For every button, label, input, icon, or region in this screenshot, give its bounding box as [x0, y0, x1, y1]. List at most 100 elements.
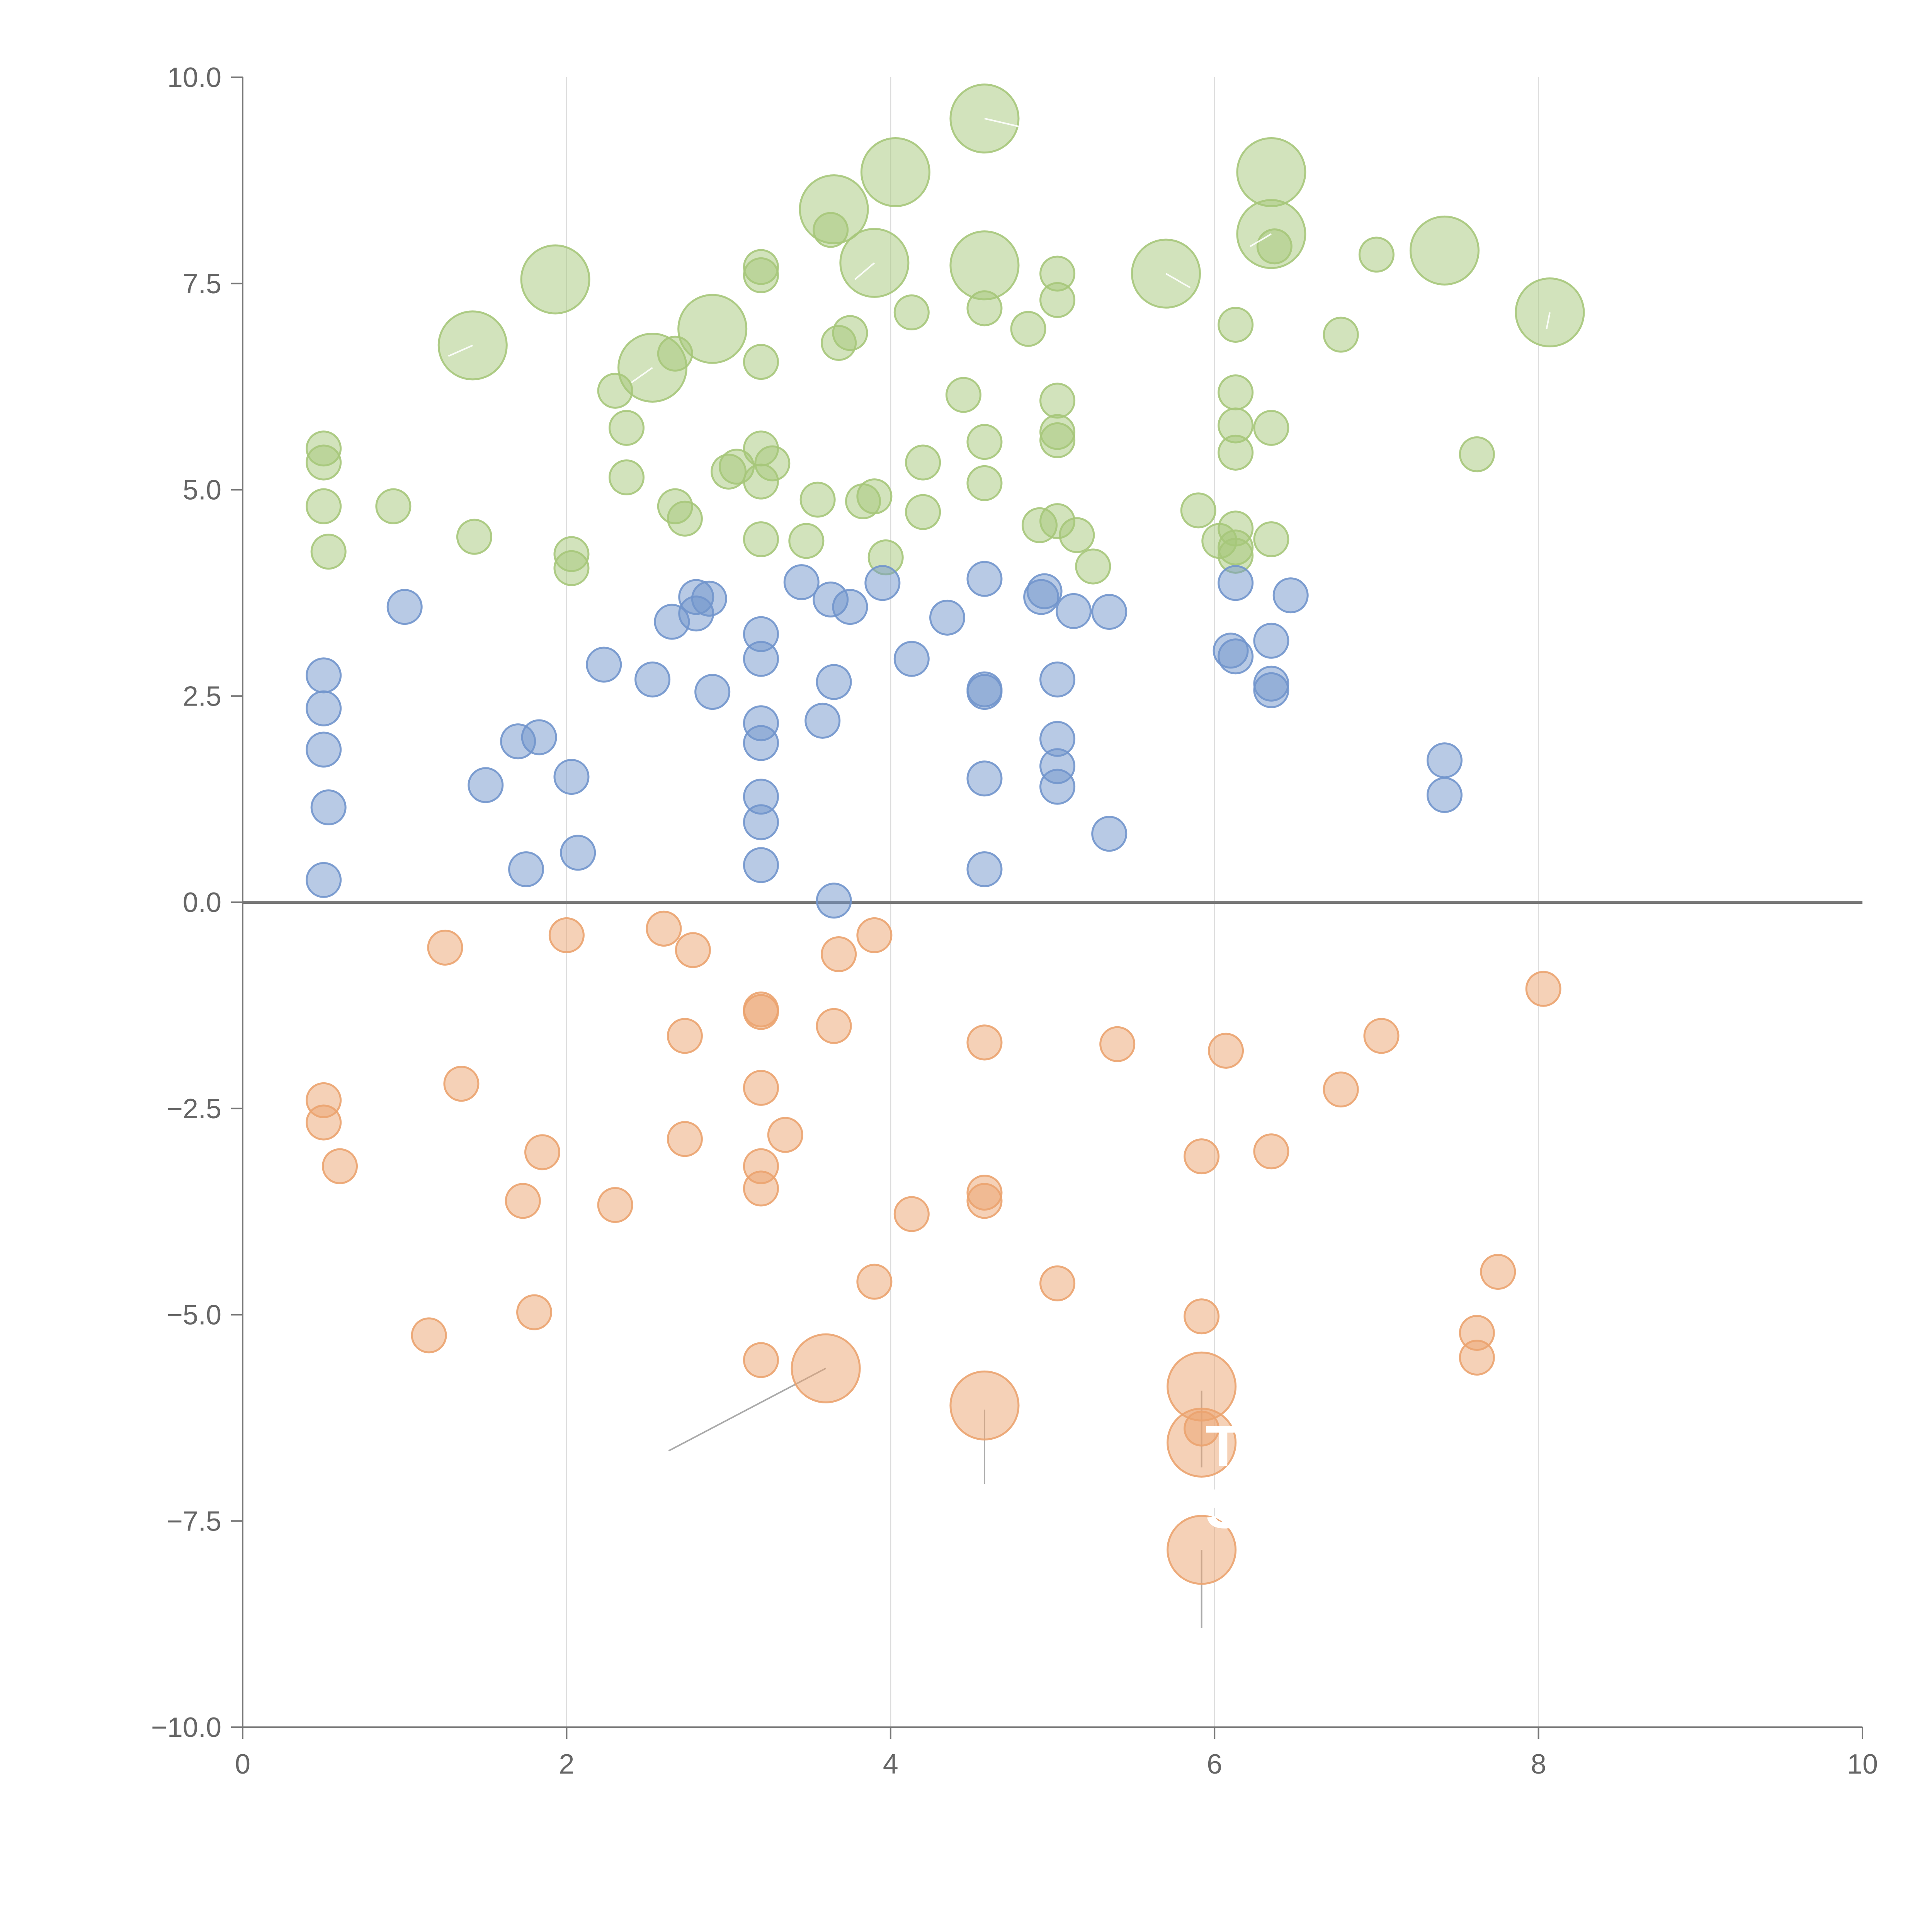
data-point-blue [816, 883, 852, 919]
data-point-green [799, 481, 836, 518]
data-point-blue [1253, 622, 1289, 659]
data-point-blue [783, 564, 820, 600]
data-point-orange [767, 1117, 803, 1153]
y-tick-label: −10.0 [151, 1712, 221, 1743]
data-point-blue [966, 851, 1003, 888]
data-point-orange [743, 1170, 779, 1207]
data-point-blue [521, 719, 557, 755]
data-point-blue [1055, 593, 1092, 629]
bubble-leader-line [1165, 273, 1191, 289]
data-point-green [1218, 374, 1254, 411]
leader-lines [668, 1367, 1202, 1628]
x-tick-label: 6 [1207, 1749, 1222, 1780]
y-tick-label: 5.0 [183, 475, 221, 506]
y-tick-label: 2.5 [183, 681, 221, 712]
data-point-orange [1184, 1138, 1220, 1175]
data-point-orange [1208, 1032, 1244, 1069]
data-point-blue [1218, 565, 1254, 601]
data-point-orange [322, 1148, 358, 1184]
data-point-blue [1426, 777, 1463, 813]
bubble-leader-line [631, 367, 653, 383]
data-point-blue [306, 862, 342, 898]
x-tick-label: 2 [559, 1749, 574, 1780]
data-point-green [1039, 282, 1076, 318]
data-point-orange [1039, 1265, 1076, 1301]
data-point-green [860, 137, 930, 207]
data-point-orange [548, 917, 585, 953]
data-point-orange [675, 932, 711, 968]
data-point-green [667, 500, 703, 537]
data-point-orange [505, 1183, 541, 1219]
bubble-leader-line [1546, 312, 1551, 329]
data-point-blue [743, 725, 779, 761]
y-tick-label: 0.0 [183, 887, 221, 918]
data-point-blue [743, 641, 779, 677]
x-tick-label: 8 [1531, 1749, 1546, 1780]
axes: 10.0 7.5 5.0 2.5 0.0 −2.5 −5.0 −7.5 −10.0 0 2 4 6 8 10 [151, 62, 1878, 1780]
data-points [306, 83, 1585, 1585]
y-tick-label: 10.0 [167, 62, 221, 93]
data-point-green [743, 463, 779, 500]
data-point-blue [743, 847, 779, 883]
data-point-orange [1525, 971, 1561, 1007]
point-annotation: S [1206, 1475, 1244, 1540]
data-point-green [905, 494, 941, 530]
data-point-blue [966, 760, 1003, 797]
series-blue [306, 561, 1463, 919]
series-orange [306, 910, 1561, 1585]
data-point-green [608, 410, 645, 446]
x-tick-label: 0 [235, 1749, 250, 1780]
data-point-orange [1099, 1026, 1136, 1062]
data-point-green [1218, 306, 1254, 343]
data-point-orange [743, 994, 779, 1030]
data-point-orange [427, 929, 463, 966]
data-point-orange [1363, 1018, 1400, 1054]
data-point-blue [560, 835, 596, 871]
data-point-orange [856, 917, 893, 953]
data-point-green [608, 459, 645, 495]
data-point-green [1358, 236, 1395, 273]
data-point-green [1236, 137, 1306, 207]
data-point-blue [816, 664, 852, 700]
data-point-green [1323, 316, 1359, 353]
data-point-blue [966, 561, 1003, 597]
x-tick-label: 10 [1847, 1749, 1878, 1780]
data-point-green [1059, 517, 1095, 553]
data-point-blue [306, 731, 342, 768]
data-point-blue [508, 851, 544, 888]
data-point-orange [667, 1121, 703, 1157]
data-point-blue [929, 599, 966, 636]
point-annotation: T [1206, 1413, 1241, 1478]
bubble-leader-line [1250, 233, 1272, 247]
bubble-leader-line [854, 262, 875, 280]
data-point-green [1010, 311, 1046, 347]
data-point-green [1039, 383, 1076, 419]
data-point-green [553, 550, 590, 586]
data-point-blue [1253, 672, 1289, 708]
data-point-green [966, 465, 1003, 501]
data-point-blue [1218, 638, 1254, 675]
data-point-orange [856, 1264, 893, 1300]
data-point-green [456, 519, 492, 555]
data-point-blue [1091, 594, 1128, 630]
data-point-orange [411, 1317, 447, 1354]
data-point-blue [1023, 579, 1060, 615]
data-point-blue [310, 789, 347, 825]
data-point-green [743, 521, 779, 558]
annotations: TS [1206, 1413, 1244, 1540]
data-point-green [1180, 492, 1216, 529]
data-point-green [306, 488, 342, 524]
data-point-orange [443, 1066, 480, 1102]
data-point-blue [893, 641, 930, 677]
data-point-green [821, 325, 857, 361]
data-point-orange [791, 1333, 861, 1403]
data-point-blue [1039, 769, 1076, 805]
data-point-blue [966, 674, 1003, 710]
data-point-green [677, 294, 748, 364]
data-point-orange [516, 1294, 553, 1330]
data-point-green [1253, 410, 1289, 446]
data-point-orange [1480, 1253, 1516, 1290]
data-point-orange [1459, 1340, 1495, 1376]
data-point-green [788, 523, 825, 559]
